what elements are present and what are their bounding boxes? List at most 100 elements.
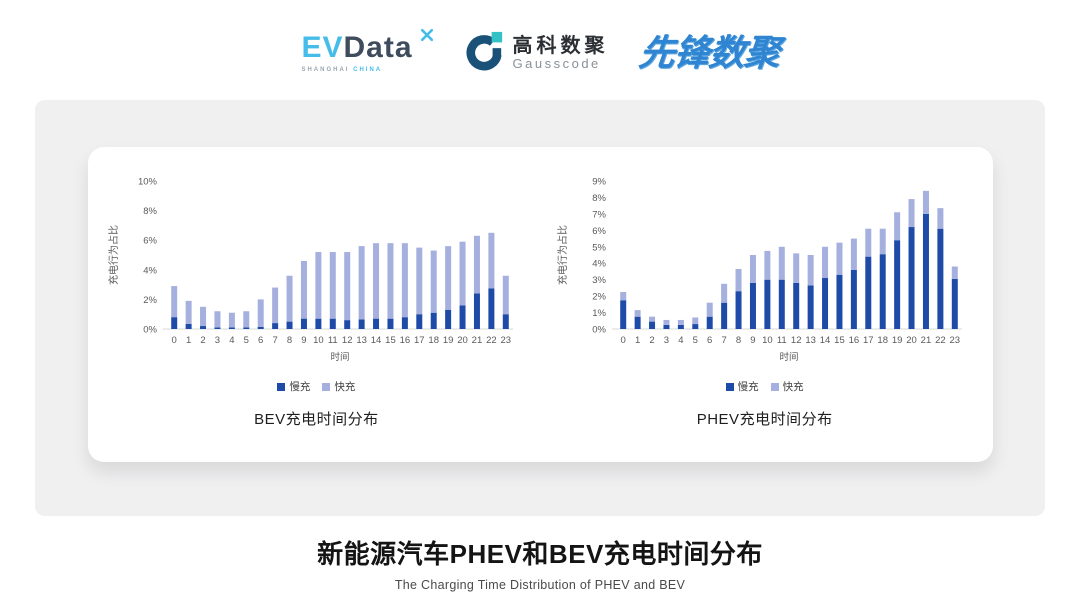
svg-text:8: 8 [287, 335, 292, 346]
svg-text:6: 6 [258, 335, 263, 346]
svg-text:8%: 8% [592, 193, 606, 204]
svg-text:10%: 10% [138, 177, 158, 188]
svg-text:7: 7 [273, 335, 278, 346]
svg-text:12: 12 [342, 335, 353, 346]
legend-item-slow: 慢充 [725, 379, 759, 394]
svg-text:19: 19 [891, 335, 902, 346]
svg-text:6%: 6% [144, 236, 158, 247]
svg-text:19: 19 [443, 335, 454, 346]
svg-text:23: 23 [949, 335, 960, 346]
svg-text:0: 0 [620, 335, 625, 346]
svg-text:8%: 8% [144, 206, 158, 217]
legend-item-slow: 慢充 [277, 379, 310, 394]
svg-text:充电行为占比: 充电行为占比 [556, 225, 569, 285]
phev-legend: 慢充 快充 [725, 379, 804, 394]
evdata-wordmark: EVData [301, 33, 412, 63]
svg-text:8: 8 [736, 335, 741, 346]
evdata-shanghai-text: SHANGHAI [301, 67, 350, 73]
gausscode-cn-text: 高科数聚 [512, 34, 609, 57]
svg-text:17: 17 [414, 335, 425, 346]
gausscode-wordmark: 高科数聚 Gausscode [513, 35, 609, 71]
evdata-china-text: CHINA [353, 67, 383, 73]
legend-label-fast: 快充 [782, 381, 804, 393]
svg-text:4%: 4% [592, 259, 606, 270]
gausscode-g-icon [463, 30, 505, 77]
evdata-data-text: Data [343, 31, 413, 64]
gausscode-logo: 高科数聚 Gausscode [463, 30, 609, 77]
svg-text:12: 12 [791, 335, 802, 346]
footer: 新能源汽车PHEV和BEV充电时间分布 The Charging Time Di… [0, 534, 1080, 592]
svg-text:3: 3 [663, 335, 668, 346]
svg-text:18: 18 [429, 335, 440, 346]
charts-card: 0% 2% 4% 6% 8% 10% 0 1 2 3 4 5 6 7 8 9 10 11 12 13 14 15 16 17 1… [88, 147, 993, 462]
header: EVData SHANGHAI CHINA 高科数聚 Gausscode 先锋数… [0, 20, 1080, 86]
svg-text:13: 13 [805, 335, 816, 346]
svg-text:时间: 时间 [331, 351, 350, 363]
svg-text:9: 9 [750, 335, 755, 346]
svg-text:6%: 6% [592, 226, 606, 237]
svg-text:0%: 0% [592, 325, 606, 336]
svg-text:2: 2 [649, 335, 654, 346]
svg-text:5: 5 [692, 335, 697, 346]
svg-text:3: 3 [215, 335, 220, 346]
svg-text:16: 16 [400, 335, 411, 346]
svg-text:充电行为占比: 充电行为占比 [107, 225, 120, 285]
svg-text:23: 23 [501, 335, 512, 346]
svg-text:0: 0 [172, 335, 177, 346]
svg-text:0%: 0% [144, 325, 158, 336]
svg-text:5: 5 [244, 335, 249, 346]
svg-text:20: 20 [458, 335, 469, 346]
evdata-logo: EVData SHANGHAI CHINA [301, 28, 433, 73]
svg-text:1: 1 [635, 335, 640, 346]
svg-text:11: 11 [328, 335, 338, 346]
svg-text:18: 18 [877, 335, 888, 346]
legend-label-slow: 慢充 [289, 381, 311, 393]
main-subtitle: The Charging Time Distribution of PHEV a… [394, 578, 686, 592]
slow-charge-swatch-icon [277, 382, 286, 391]
svg-text:20: 20 [906, 335, 917, 346]
propeller-x-icon [419, 27, 435, 48]
evdata-subtitle: SHANGHAI CHINA [301, 67, 382, 73]
bev-chart-title: BEV充电时间分布 [254, 411, 379, 428]
xianfeng-shuju-logo: 先锋数聚 [636, 32, 781, 73]
svg-text:1%: 1% [592, 308, 606, 319]
svg-text:10: 10 [313, 335, 324, 346]
svg-text:15: 15 [385, 335, 396, 346]
phev-chart: 0%1%2%3%4%5%6%7%8%9%0 1 2 3 4 5 6 7 8 9 10 11 12 13 14… [556, 177, 962, 363]
svg-text:7: 7 [721, 335, 726, 346]
legend-label-slow: 慢充 [737, 381, 759, 393]
svg-text:13: 13 [357, 335, 368, 346]
svg-text:4: 4 [678, 335, 683, 346]
svg-text:16: 16 [848, 335, 859, 346]
svg-text:2: 2 [201, 335, 206, 346]
phev-chart-title: PHEV充电时间分布 [696, 411, 833, 428]
fast-charge-swatch-icon [322, 382, 331, 391]
gausscode-en-text: Gausscode [512, 55, 601, 71]
legend-item-fast: 快充 [770, 379, 804, 394]
svg-text:2%: 2% [592, 292, 606, 303]
phev-chart-block: 0% 1% 2% 3% 4% 5% 6% 7% 8% 9% 0 1 2 3 4 5 6 7 8 9 10 11 12 13 14… [545, 169, 985, 429]
svg-text:5%: 5% [592, 242, 606, 253]
svg-text:4: 4 [230, 335, 235, 346]
bev-chart-block: 0% 2% 4% 6% 8% 10% 0 1 2 3 4 5 6 7 8 9 10 11 12 13 14 15 16 17 1… [96, 169, 536, 429]
svg-text:9%: 9% [592, 177, 606, 188]
svg-text:9: 9 [302, 335, 307, 346]
svg-text:21: 21 [472, 335, 483, 346]
svg-text:6: 6 [707, 335, 712, 346]
svg-text:21: 21 [920, 335, 931, 346]
legend-label-fast: 快充 [334, 381, 356, 393]
svg-text:11: 11 [777, 335, 787, 346]
bev-chart: 0%2%4%6%8%10%0 1 2 3 4 5 6 7 8 9 10 11 12 13 14 15 16 17 1… [107, 177, 514, 363]
svg-text:时间: 时间 [779, 351, 798, 363]
svg-text:15: 15 [834, 335, 845, 346]
svg-text:3%: 3% [592, 275, 606, 286]
svg-text:2%: 2% [144, 295, 158, 306]
bev-legend: 慢充 快充 [277, 379, 355, 394]
svg-text:17: 17 [863, 335, 874, 346]
svg-text:7%: 7% [592, 209, 606, 220]
svg-text:22: 22 [486, 335, 497, 346]
svg-text:1: 1 [186, 335, 191, 346]
svg-text:14: 14 [371, 335, 382, 346]
svg-text:22: 22 [935, 335, 946, 346]
legend-item-fast: 快充 [322, 379, 355, 394]
